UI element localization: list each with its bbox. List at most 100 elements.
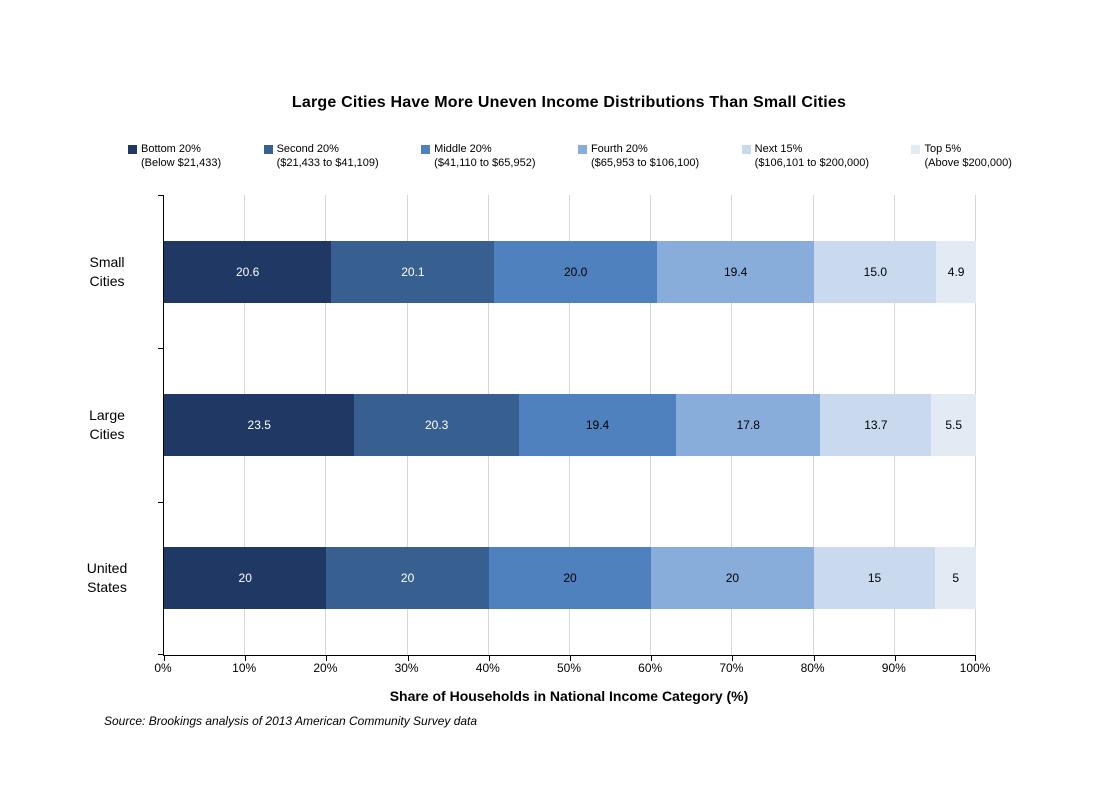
bar-value-label: 23.5 [247,417,271,432]
bar-segment: 20 [651,547,814,610]
x-tick-label: 0% [154,661,172,675]
x-tick-label: 100% [959,661,991,675]
x-tick-mark [245,656,247,661]
legend-swatch-icon [128,144,137,154]
legend: Bottom 20% (Below $21,433) Second 20% ($21,… [128,142,1012,170]
bar-value-label: 20 [725,571,740,586]
bar-segment: 13.7 [820,393,932,456]
legend-range-label: ($65,953 to $106,100) [590,157,700,169]
chart-title: Large Cities Have More Uneven Income Dis… [291,94,847,111]
bar-segment: 5.5 [931,393,976,456]
x-tick-label: 40% [475,661,500,675]
x-tick-label: 90% [881,661,906,675]
legend-item-6: Top 5% (Above $200,000) [911,142,1012,170]
category-label: Small Cities [89,253,125,289]
legend-item-3: Middle 20% ($41,110 to $65,952) [421,142,535,170]
bar-segment: 5 [935,547,977,610]
bar-value-label: 20 [563,571,577,586]
legend-swatch-icon [421,144,431,154]
legend-label: Top 5% [924,143,962,155]
bar-segment: 17.8 [676,393,821,456]
legend-label: Second 20% [276,143,339,155]
bar-value-label: 20 [400,571,415,586]
x-tick-mark [407,656,409,661]
bar-value-label: 4.9 [947,264,965,279]
bar-value-label: 20 [238,571,252,586]
bar-value-label: 15.0 [863,264,887,279]
bar-value-label: 20.0 [564,264,588,279]
y-tick-mark [158,654,163,655]
bar-value-label: 20.6 [235,264,260,279]
x-tick-label: 30% [394,661,419,675]
x-tick-label: 70% [719,661,744,675]
legend-swatch-icon [577,144,587,154]
legend-label: Middle 20% [434,143,492,155]
legend-range-label: ($106,101 to $200,000) [754,157,870,169]
bar-value-label: 13.7 [864,417,888,432]
bar-segment: 19.4 [518,393,677,456]
x-tick-mark [651,656,653,661]
bar-rows: 20.6 20.1 20.0 19.4 15.0 4.9 23.5 20.3 19.4 17.8 1… [164,195,977,655]
stacked-bar: 20 20 20 20 15 5 [164,547,977,610]
x-tick-mark [975,656,976,661]
bar-segment: 20.6 [164,240,332,303]
bar-segment: 15.0 [814,240,937,303]
y-tick-mark [158,195,163,196]
bar-row: 20 20 20 20 15 5 [164,502,977,655]
x-tick-mark [326,656,328,661]
x-tick-label: 10% [232,661,257,675]
bar-segment: 19.4 [656,240,815,303]
y-tick-mark [158,348,163,350]
bar-row: 23.5 20.3 19.4 17.8 13.7 5.5 [164,348,976,501]
legend-label: Fourth 20% [590,143,648,155]
x-axis-title: Share of Households in National Income C… [389,688,749,704]
bar-segment: 20 [488,547,652,610]
bar-value-label: 17.8 [736,417,760,432]
category-label: United States [86,560,128,596]
x-tick-label: 50% [556,661,582,675]
x-tick-mark [813,656,815,661]
legend-range-label: (Below $21,433) [141,157,222,169]
category-label: Large Cities [89,407,125,442]
bar-value-label: 19.4 [723,264,748,279]
legend-item-5: Next 15% ($106,101 to $200,000) [741,142,870,170]
legend-range-label: (Above $200,000) [924,157,1012,169]
bar-value-label: 20.3 [425,417,449,432]
bar-segment: 23.5 [164,393,355,456]
plot-area: 20.6 20.1 20.0 19.4 15.0 4.9 23.5 20.3 19.4 17.8 1… [158,195,977,661]
x-tick-mark [732,656,734,661]
x-tick-label: 20% [313,661,338,675]
bar-segment: 20 [326,547,489,610]
legend-item-4: Fourth 20% ($65,953 to $106,100) [577,142,700,170]
y-tick-mark [158,501,163,503]
bar-row: 20.6 20.1 20.0 19.4 15.0 4.9 [164,195,976,348]
bar-segment: 20.1 [331,240,495,303]
legend-item-1: Bottom 20% (Below $21,433) [128,142,221,170]
bar-segment: 20.0 [494,240,657,303]
x-tick-label: 80% [800,661,825,675]
bar-segment: 4.9 [936,240,976,303]
bar-value-label: 20.1 [401,264,425,279]
bar-segment: 20 [164,547,327,610]
x-tick-mark [488,656,490,661]
x-axis-tick-labels: 0% 10% 20% 30% 40% 50% 60% 70% 80% 90% 100% [154,661,990,677]
stacked-bar: 20.6 20.1 20.0 19.4 15.0 4.9 [164,240,976,303]
bar-value-label: 19.4 [585,417,610,432]
stacked-bar: 23.5 20.3 19.4 17.8 13.7 5.5 [164,393,976,456]
x-tick-mark [570,656,571,661]
x-tick-label: 60% [638,661,663,675]
legend-range-label: ($21,433 to $41,109) [276,157,379,169]
legend-range-label: ($41,110 to $65,952) [434,157,536,169]
legend-swatch-icon [741,144,751,154]
bar-value-label: 5.5 [945,417,963,432]
legend-swatch-icon [263,144,273,154]
x-tick-mark [164,656,165,661]
legend-swatch-icon [911,144,921,154]
legend-item-2: Second 20% ($21,433 to $41,109) [263,142,379,170]
bar-value-label: 5 [952,571,960,586]
x-tick-mark [894,656,896,661]
bar-segment: 20.3 [354,393,519,456]
bar-value-label: 15 [867,571,882,586]
legend-label: Next 15% [754,143,803,155]
